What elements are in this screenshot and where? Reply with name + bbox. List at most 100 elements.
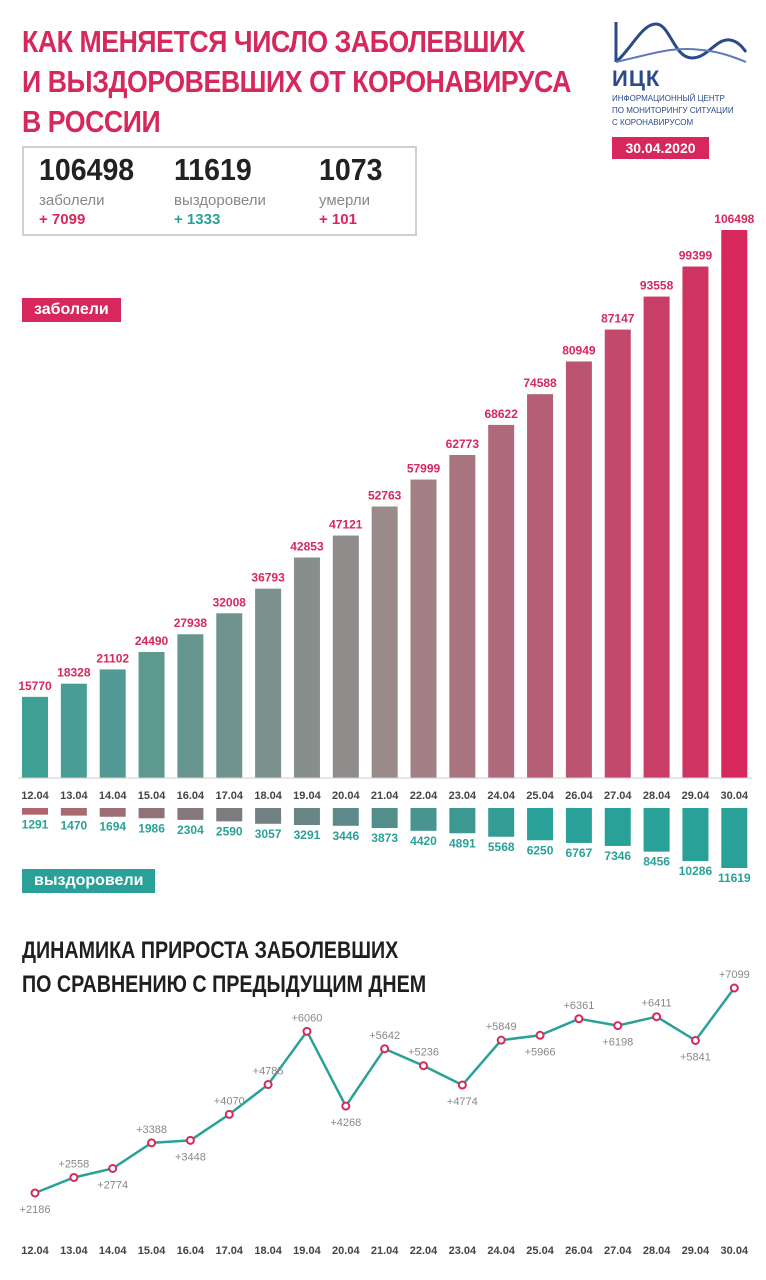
growth-point bbox=[419, 1061, 428, 1071]
stat-died: 1073 умерли + 101 bbox=[319, 152, 388, 228]
x-tick-label: 21.04 bbox=[371, 790, 399, 802]
growth-x-tick-label: 14.04 bbox=[99, 1245, 127, 1257]
bar-recovered bbox=[138, 808, 165, 819]
growth-point-label: +6411 bbox=[642, 998, 672, 1010]
bar-sick bbox=[565, 361, 592, 778]
bar-sick-label: 87147 bbox=[601, 312, 635, 326]
growth-point-label: +6060 bbox=[291, 1012, 322, 1024]
growth-x-tick-label: 20.04 bbox=[332, 1245, 360, 1257]
bar-recovered bbox=[565, 808, 592, 843]
x-tick-label: 28.04 bbox=[643, 790, 671, 802]
bar-sick bbox=[449, 454, 476, 778]
growth-title-line-1: ДИНАМИКА ПРИРОСТА ЗАБОЛЕВШИХ bbox=[22, 937, 399, 964]
bar-sick-label: 18328 bbox=[57, 666, 91, 680]
growth-line bbox=[34, 987, 736, 1195]
x-tick-label: 20.04 bbox=[332, 790, 360, 802]
growth-point-label: +5841 bbox=[680, 1051, 711, 1063]
stat-died-label: умерли bbox=[319, 192, 370, 209]
bar-sick bbox=[643, 296, 670, 778]
growth-x-tick-label: 27.04 bbox=[604, 1245, 632, 1257]
growth-point-label: +5642 bbox=[369, 1030, 400, 1042]
growth-point-label: +3388 bbox=[136, 1124, 167, 1136]
bar-sick-label: 52763 bbox=[368, 489, 402, 503]
bar-sick-label: 93558 bbox=[640, 279, 674, 293]
legend-sick-tag: заболели bbox=[22, 298, 121, 322]
bar-recovered-label: 6767 bbox=[566, 846, 593, 860]
growth-point-label: +2558 bbox=[58, 1158, 89, 1170]
bar-recovered bbox=[60, 808, 87, 816]
bar-recovered-label: 3291 bbox=[294, 828, 321, 842]
growth-point bbox=[729, 983, 739, 993]
bar-sick bbox=[682, 266, 709, 778]
bar-sick bbox=[488, 424, 515, 778]
stats-box: 106498 заболели + 7099 11619 выздоровели… bbox=[22, 146, 417, 236]
bar-sick bbox=[293, 557, 320, 778]
bar-sick bbox=[22, 696, 48, 778]
stat-sick-label: заболели bbox=[39, 192, 105, 209]
growth-point-label: +7099 bbox=[719, 969, 750, 981]
logo-subtitle-3: с коронавирусом bbox=[612, 118, 694, 127]
x-tick-label: 17.04 bbox=[215, 790, 243, 802]
bar-recovered bbox=[293, 808, 320, 825]
x-tick-label: 30.04 bbox=[721, 790, 749, 802]
bar-sick-label: 21102 bbox=[96, 651, 129, 665]
growth-point bbox=[69, 1172, 79, 1182]
growth-x-tick-label: 24.04 bbox=[487, 1245, 515, 1257]
bar-recovered bbox=[410, 808, 437, 831]
growth-point-label: +4268 bbox=[330, 1117, 361, 1129]
growth-point bbox=[380, 1044, 390, 1054]
stat-sick-delta: + 7099 bbox=[39, 211, 86, 228]
bar-recovered-label: 1694 bbox=[99, 820, 126, 834]
x-tick-label: 24.04 bbox=[487, 790, 515, 802]
growth-title-line-2: ПО СРАВНЕНИЮ С ПРЕДЫДУЩИМ ДНЕМ bbox=[22, 971, 427, 998]
bar-sick bbox=[332, 535, 359, 778]
growth-x-tick-label: 12.04 bbox=[21, 1245, 49, 1257]
growth-x-tick-label: 26.04 bbox=[565, 1245, 593, 1257]
growth-x-tick-label: 19.04 bbox=[293, 1245, 321, 1257]
growth-point-label: +3448 bbox=[175, 1151, 206, 1163]
bar-recovered-label: 3057 bbox=[255, 827, 282, 841]
x-tick-label: 12.04 bbox=[21, 790, 49, 802]
x-tick-label: 23.04 bbox=[449, 790, 477, 802]
bar-recovered-label: 1291 bbox=[22, 818, 49, 832]
growth-point-label: +4774 bbox=[447, 1096, 478, 1108]
growth-x-tick-label: 13.04 bbox=[60, 1245, 88, 1257]
growth-point-label: +5966 bbox=[525, 1046, 556, 1058]
growth-x-tick-label: 28.04 bbox=[643, 1245, 671, 1257]
growth-chart-title: ДИНАМИКА ПРИРОСТА ЗАБОЛЕВШИХ ПО СРАВНЕНИ… bbox=[22, 934, 515, 1002]
bar-sick-label: 15770 bbox=[18, 679, 52, 693]
bar-recovered-label: 1986 bbox=[138, 821, 165, 835]
growth-x-tick-label: 22.04 bbox=[410, 1245, 438, 1257]
growth-point bbox=[185, 1135, 195, 1145]
logo: ИЦК информационный центр по мониторингу … bbox=[612, 18, 752, 128]
growth-point bbox=[147, 1138, 157, 1148]
bar-recovered bbox=[643, 808, 670, 852]
growth-point bbox=[108, 1163, 118, 1173]
growth-point-label: +4070 bbox=[214, 1095, 245, 1107]
bar-recovered bbox=[216, 808, 243, 822]
x-tick-label: 15.04 bbox=[138, 790, 166, 802]
bar-recovered-label: 5568 bbox=[488, 840, 515, 854]
growth-point bbox=[535, 1030, 545, 1040]
stat-sick-value: 106498 bbox=[39, 152, 135, 187]
x-tick-label: 18.04 bbox=[254, 790, 282, 802]
bar-sick bbox=[604, 329, 631, 778]
logo-subtitle-1: информационный центр bbox=[612, 94, 725, 103]
bar-sick-label: 106498 bbox=[714, 212, 754, 226]
growth-point bbox=[690, 1035, 700, 1045]
growth-point-label: +5236 bbox=[408, 1047, 439, 1059]
bar-sick-label: 62773 bbox=[446, 437, 480, 451]
growth-point-label: +6361 bbox=[563, 1000, 594, 1012]
bar-sick bbox=[721, 230, 748, 778]
x-tick-label: 27.04 bbox=[604, 790, 632, 802]
growth-x-tick-label: 16.04 bbox=[177, 1245, 205, 1257]
x-tick-label: 16.04 bbox=[177, 790, 205, 802]
bar-recovered-label: 3446 bbox=[332, 829, 359, 843]
growth-point bbox=[613, 1021, 623, 1031]
growth-x-tick-label: 21.04 bbox=[371, 1245, 399, 1257]
x-tick-label: 25.04 bbox=[526, 790, 554, 802]
bar-recovered-label: 1470 bbox=[60, 819, 87, 833]
growth-x-tick-label: 29.04 bbox=[682, 1245, 710, 1257]
bar-recovered-label: 2304 bbox=[177, 823, 204, 837]
